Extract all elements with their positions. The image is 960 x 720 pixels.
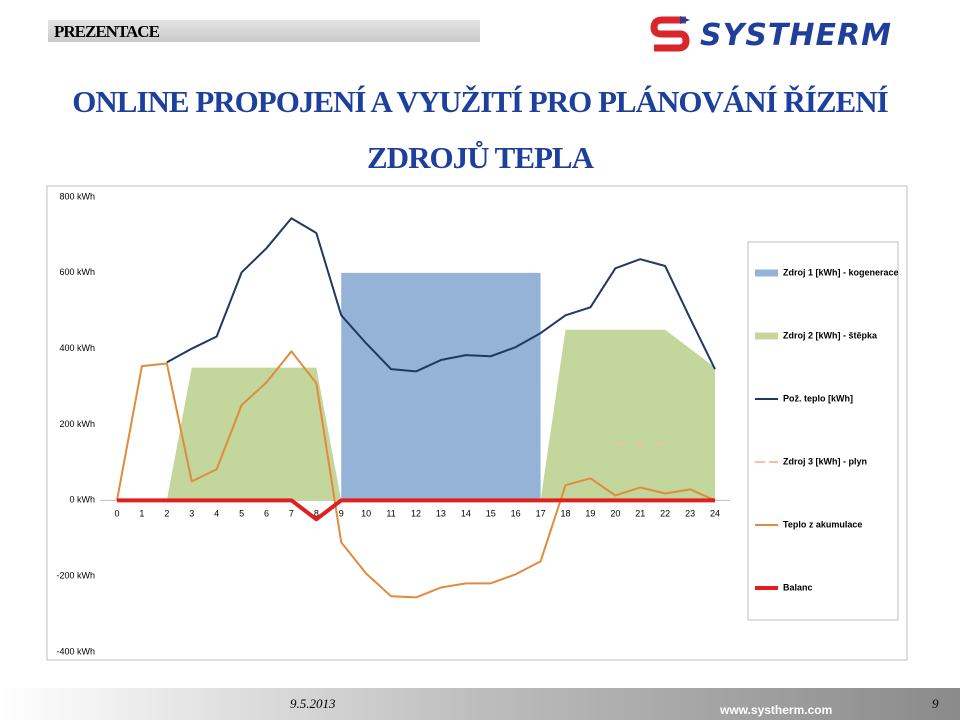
x-tick-label: 5 <box>239 509 244 519</box>
area <box>117 329 715 501</box>
x-tick-label: 18 <box>560 509 570 519</box>
x-tick-label: 19 <box>585 509 595 519</box>
x-tick-label: 11 <box>386 509 395 519</box>
x-tick-label: 14 <box>461 509 471 519</box>
line <box>166 217 716 373</box>
x-tick-label: 15 <box>486 509 496 519</box>
x-tick-label: 8 <box>314 509 319 519</box>
x-tick-label: 7 <box>289 509 294 519</box>
legend-label: Pož. teplo [kWh] <box>783 393 853 403</box>
x-tick-label: 1 <box>139 509 144 519</box>
y-tick-label: -200 kWh <box>56 571 95 581</box>
x-tick-label: 23 <box>685 509 695 519</box>
x-tick-label: 4 <box>214 509 219 519</box>
logo-text: SYSTHERM <box>700 18 892 53</box>
x-tick-label: 6 <box>264 509 269 519</box>
y-tick-label: 0 kWh <box>69 495 95 505</box>
legend-label: Zdroj 2 [kWh] - štěpka <box>783 330 878 340</box>
logo: SYSTHERM <box>650 12 915 56</box>
y-tick-label: 200 kWh <box>59 419 95 429</box>
title-line: ONLINE PROPOJENÍ A VYUŽITÍ PRO PLÁNOVÁNÍ… <box>72 84 888 119</box>
legend-label: Balanc <box>783 582 813 592</box>
y-tick-label: 400 kWh <box>59 343 95 353</box>
x-tick-label: 13 <box>436 509 446 519</box>
area <box>341 272 541 501</box>
x-tick-label: 0 <box>114 509 119 519</box>
x-tick-label: 10 <box>361 509 371 519</box>
title-line: ZDROJŮ TEPLA <box>367 140 594 175</box>
line <box>116 350 716 599</box>
x-tick-label: 2 <box>164 509 169 519</box>
x-tick-label: 9 <box>339 509 344 519</box>
footer: 9.5.2013 www.systherm.com 9 <box>0 688 960 720</box>
x-tick-label: 17 <box>536 509 546 519</box>
legend-label: Teplo z akumulace <box>783 519 862 529</box>
x-tick-label: 20 <box>610 509 620 519</box>
y-tick-label: -400 kWh <box>56 646 95 656</box>
footer-date: 9.5.2013 <box>290 696 336 711</box>
x-tick-label: 12 <box>411 509 421 519</box>
line <box>117 498 715 522</box>
legend-box <box>747 241 899 621</box>
legend-label: Zdroj 1 [kWh] - kogenerace <box>783 267 899 277</box>
legend-label: Zdroj 3 [kWh] - plyn <box>783 456 867 466</box>
x-tick-label: 24 <box>710 509 720 519</box>
header-label: PREZENTACE <box>54 22 160 41</box>
x-tick-label: 22 <box>660 509 670 519</box>
logo-icon <box>650 16 690 52</box>
page-number: 9 <box>932 696 939 711</box>
y-tick-label: 600 kWh <box>59 267 95 277</box>
x-tick-label: 3 <box>189 509 194 519</box>
header-bar: PREZENTACE <box>48 20 480 42</box>
y-tick-label: 800 kWh <box>59 191 95 201</box>
x-tick-label: 16 <box>511 509 521 519</box>
footer-url: www.systherm.com <box>720 703 833 717</box>
x-tick-label: 21 <box>635 509 645 519</box>
